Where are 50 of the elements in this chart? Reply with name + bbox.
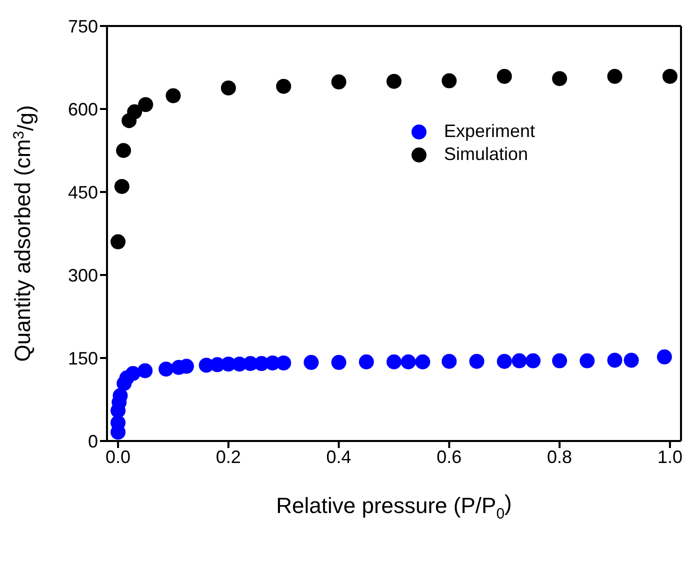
x-tick-label: 0.0 [106,446,131,467]
point [138,97,154,112]
x-axis-title: Relative pressure (P/P$_{0}$) [276,490,512,522]
x-tick-label: 0.2 [216,446,241,467]
point [304,354,319,370]
y-tick-label: 600 [68,99,98,120]
point [276,355,292,370]
point [386,74,402,89]
point [158,362,174,377]
point [127,104,142,120]
point [662,68,678,84]
y-tick-label: 0 [88,431,98,452]
point [442,73,457,88]
point [110,234,126,250]
legend-label: Simulation [444,144,528,165]
x-tick-label: 1.0 [657,446,682,467]
point [331,74,346,90]
point [386,354,402,370]
point [114,178,130,194]
point [125,366,140,381]
x-tick-label: 0.4 [326,446,352,467]
point [116,143,132,158]
point [624,352,639,368]
point [656,349,672,364]
point [496,354,512,369]
y-tick-label: 300 [68,265,98,286]
point [138,363,153,378]
point [552,71,568,86]
point [526,353,541,368]
point [358,354,374,370]
point [607,352,622,368]
point [442,354,457,369]
point [400,354,416,370]
y-tick-label: 450 [68,182,98,202]
legend-label: Experiment [444,121,536,142]
point [166,88,181,104]
point [415,354,430,370]
x-tick-label: 0.8 [547,446,572,467]
point [220,80,236,96]
point [469,354,484,369]
y-tick-label: 150 [68,348,98,368]
point [276,78,292,94]
x-tick-label: 0.6 [436,446,462,467]
point [607,68,622,84]
point [580,353,595,368]
point [496,68,512,84]
point [552,353,568,368]
point [512,353,527,368]
y-tick-label: 750 [68,16,98,36]
point [331,354,346,370]
